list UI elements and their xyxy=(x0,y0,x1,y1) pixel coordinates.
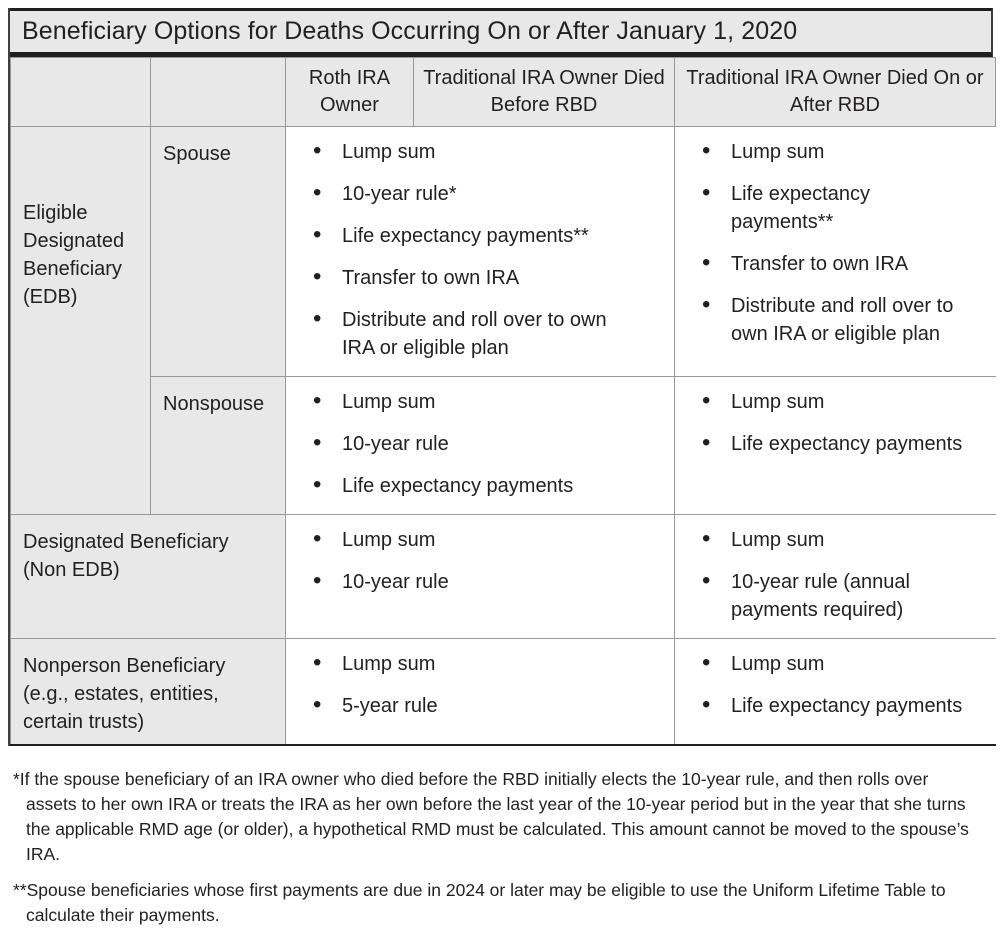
options-list: Lump sum 10-year rule (annual payments r… xyxy=(675,525,988,624)
table-title: Beneficiary Options for Deaths Occurring… xyxy=(22,17,798,45)
header-row: Roth IRA Owner Traditional IRA Owner Die… xyxy=(10,57,996,127)
option-item: 10-year rule* xyxy=(286,179,666,208)
row-edb-spouse: Eligible Designated Beneficiary (EDB) Sp… xyxy=(10,126,996,515)
row-sub-label-nonspouse: Nonspouse xyxy=(150,376,286,515)
options-list: Lump sum Life expectancy payments xyxy=(675,649,988,720)
column-header-empty-1 xyxy=(10,57,151,127)
options-list: Lump sum 10-year rule* Life expectancy p… xyxy=(286,137,666,362)
option-item: Life expectancy payments** xyxy=(675,179,988,236)
cell-spouse-roth-or-before-rbd: Lump sum 10-year rule* Life expectancy p… xyxy=(285,126,675,377)
options-grid: Roth IRA Owner Traditional IRA Owner Die… xyxy=(10,57,996,746)
cell-nonperson-on-after-rbd: Lump sum Life expectancy payments xyxy=(674,638,996,746)
option-item: Lump sum xyxy=(286,525,666,554)
options-list: Lump sum 5-year rule xyxy=(286,649,666,720)
option-item: Lump sum xyxy=(675,525,988,554)
row-group-label-nonperson: Nonperson Beneficiary (e.g., estates, en… xyxy=(10,638,286,746)
row-sub-label-spouse: Spouse xyxy=(150,126,286,377)
options-list: Lump sum 10-year rule xyxy=(286,525,666,596)
column-header-roth-ira-owner: Roth IRA Owner xyxy=(285,57,414,127)
beneficiary-options-table: Beneficiary Options for Deaths Occurring… xyxy=(8,8,996,746)
column-header-trad-died-on-after-rbd: Traditional IRA Owner Died On or After R… xyxy=(674,57,996,127)
option-item: Lump sum xyxy=(675,649,988,678)
option-item: Lump sum xyxy=(675,387,988,416)
cell-nonspouse-on-after-rbd: Lump sum Life expectancy payments xyxy=(674,376,996,515)
cell-nonperson-roth-or-before-rbd: Lump sum 5-year rule xyxy=(285,638,675,746)
option-item: Transfer to own IRA xyxy=(675,249,988,278)
option-item: Life expectancy payments xyxy=(675,691,988,720)
option-item: 10-year rule xyxy=(286,429,666,458)
options-list: Lump sum 10-year rule Life expectancy pa… xyxy=(286,387,666,500)
cell-nonedb-roth-or-before-rbd: Lump sum 10-year rule xyxy=(285,514,675,639)
option-item: 10-year rule (annual payments required) xyxy=(675,567,988,624)
column-header-trad-died-before-rbd: Traditional IRA Owner Died Before RBD xyxy=(413,57,675,127)
option-item: Transfer to own IRA xyxy=(286,263,666,292)
option-item: Life expectancy payments xyxy=(286,471,666,500)
options-list: Lump sum Life expectancy payments xyxy=(675,387,988,458)
cell-spouse-on-after-rbd: Lump sum Life expectancy payments** Tran… xyxy=(674,126,996,377)
footnote-1: *If the spouse beneficiary of an IRA own… xyxy=(13,769,969,864)
footnote-2: **Spouse beneficiaries whose first payme… xyxy=(13,880,946,925)
option-item: Distribute and roll over to own IRA or e… xyxy=(286,305,666,362)
cell-nonedb-on-after-rbd: Lump sum 10-year rule (annual payments r… xyxy=(674,514,996,639)
option-item: Distribute and roll over to own IRA or e… xyxy=(675,291,988,348)
option-item: 10-year rule xyxy=(286,567,666,596)
option-item: Lump sum xyxy=(286,649,666,678)
column-header-empty-2 xyxy=(150,57,286,127)
option-item: Lump sum xyxy=(286,137,666,166)
row-nonperson-beneficiary: Nonperson Beneficiary (e.g., estates, en… xyxy=(10,638,996,746)
option-item: Life expectancy payments** xyxy=(286,221,666,250)
row-group-label-edb: Eligible Designated Beneficiary (EDB) xyxy=(10,126,151,515)
option-item: 5-year rule xyxy=(286,691,666,720)
option-item: Life expectancy payments xyxy=(675,429,988,458)
row-group-label-non-edb: Designated Beneficiary (Non EDB) xyxy=(10,514,286,639)
footnotes: *If the spouse beneficiary of an IRA own… xyxy=(13,767,983,928)
options-list: Lump sum Life expectancy payments** Tran… xyxy=(675,137,988,348)
row-edb-nonspouse: Nonspouse Lump sum 10-year rule Life exp… xyxy=(11,376,996,515)
table-title-bar: Beneficiary Options for Deaths Occurring… xyxy=(10,8,993,57)
option-item: Lump sum xyxy=(675,137,988,166)
cell-nonspouse-roth-or-before-rbd: Lump sum 10-year rule Life expectancy pa… xyxy=(285,376,675,515)
row-designated-beneficiary-non-edb: Designated Beneficiary (Non EDB) Lump su… xyxy=(10,514,996,639)
option-item: Lump sum xyxy=(286,387,666,416)
